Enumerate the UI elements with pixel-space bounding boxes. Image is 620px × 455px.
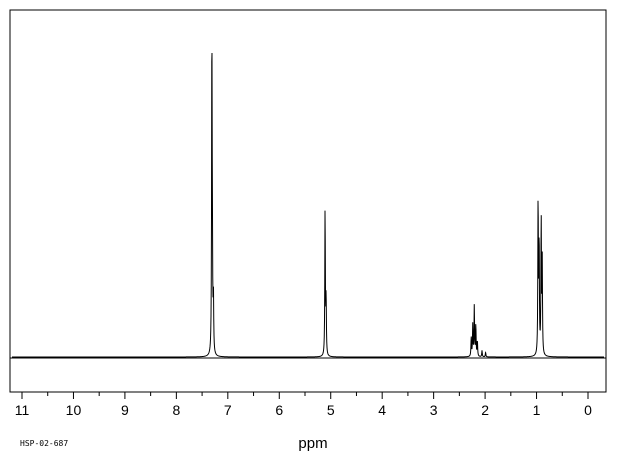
tick-label: 6 [275, 402, 283, 418]
tick-label: 3 [430, 402, 438, 418]
tick-label: 4 [378, 402, 386, 418]
spectrum-trace [12, 52, 604, 358]
x-axis-ticks [21, 392, 589, 399]
plot-frame [9, 9, 607, 393]
tick-label: 2 [481, 402, 489, 418]
tick-label: 0 [584, 402, 592, 418]
tick-label: 10 [66, 402, 82, 418]
tick-label: 1 [533, 402, 541, 418]
x-axis-tick-labels: 11 10 9 8 7 6 5 4 3 2 1 0 [15, 402, 592, 418]
x-axis-title: ppm [298, 435, 327, 452]
tick-label: 5 [327, 402, 335, 418]
tick-label: 7 [224, 402, 232, 418]
tick-label: 9 [121, 402, 129, 418]
tick-label: 8 [172, 402, 180, 418]
tick-label: 11 [15, 402, 30, 418]
spectrum-code-label: HSP-02-687 [20, 439, 68, 448]
